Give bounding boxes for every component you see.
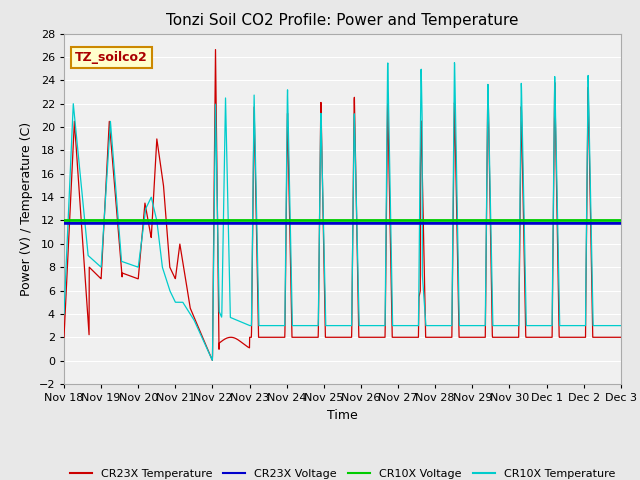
Legend: CR23X Temperature, CR23X Voltage, CR10X Voltage, CR10X Temperature: CR23X Temperature, CR23X Voltage, CR10X … (65, 465, 620, 480)
Title: Tonzi Soil CO2 Profile: Power and Temperature: Tonzi Soil CO2 Profile: Power and Temper… (166, 13, 518, 28)
X-axis label: Time: Time (327, 408, 358, 421)
Y-axis label: Power (V) / Temperature (C): Power (V) / Temperature (C) (20, 122, 33, 296)
Text: TZ_soilco2: TZ_soilco2 (75, 51, 148, 64)
